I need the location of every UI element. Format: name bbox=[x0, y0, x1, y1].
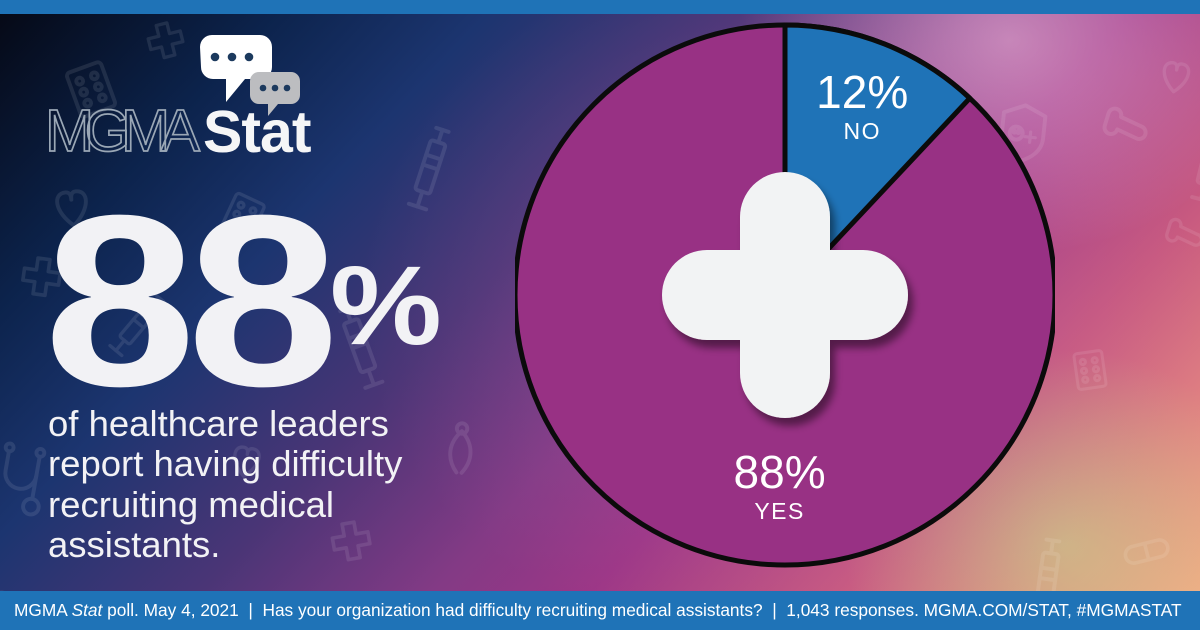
svg-text:MGMA: MGMA bbox=[45, 98, 201, 160]
